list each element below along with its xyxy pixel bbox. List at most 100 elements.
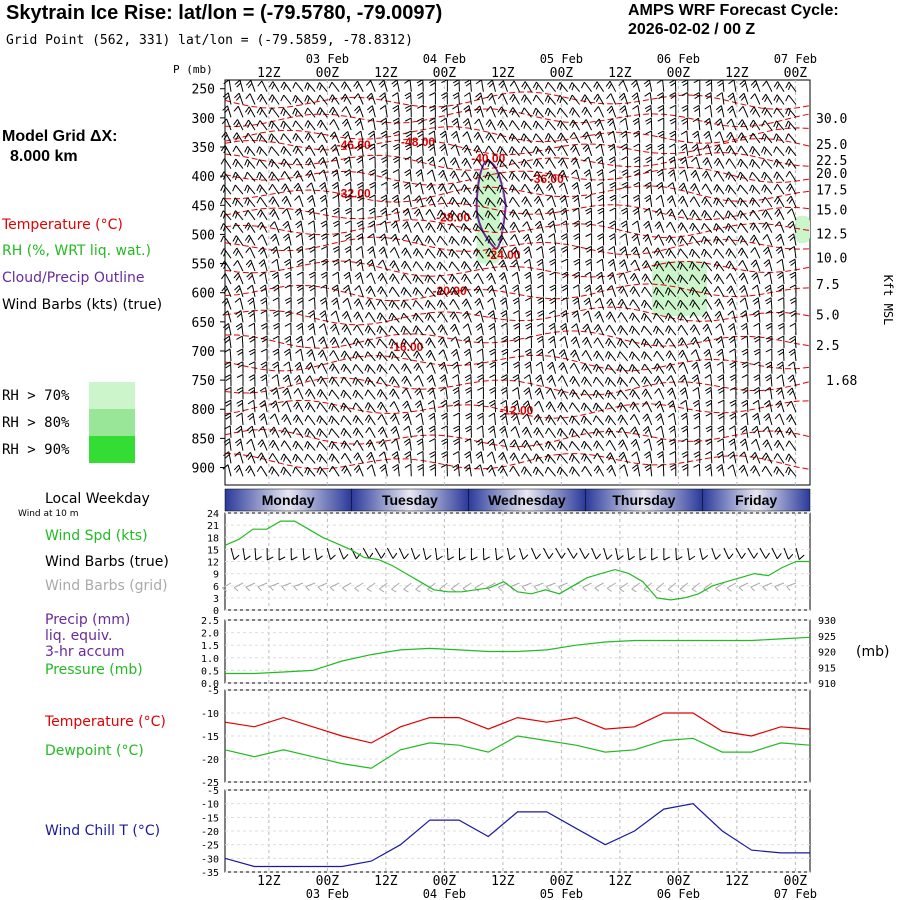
weekday-title: Local Weekday <box>45 491 150 507</box>
precip-tick-label: 0.5 <box>201 666 219 677</box>
wind-barb <box>223 451 232 464</box>
wind-barb <box>316 119 328 131</box>
wind-barb <box>390 425 400 438</box>
wind-barb <box>367 117 376 131</box>
pressure-unit: (mb) <box>856 644 890 660</box>
top-hour-label: 12Z <box>491 66 515 81</box>
wind-barb <box>365 427 376 439</box>
wind-barb <box>234 438 244 451</box>
temperature-contour <box>224 428 811 448</box>
wind-barb <box>330 323 340 336</box>
pressure-tick-label: 750 <box>192 374 215 389</box>
wind-barb <box>280 453 292 464</box>
wind-barb <box>341 337 352 349</box>
wind-barb <box>320 258 328 272</box>
wind-barb <box>268 171 280 182</box>
wind-barb <box>340 376 352 387</box>
wind-barb <box>388 351 400 362</box>
wind-barb <box>344 169 352 182</box>
wind-barb <box>319 310 328 323</box>
wind-barb <box>403 194 412 208</box>
wind-barb <box>245 451 256 464</box>
wind-barb <box>232 184 244 195</box>
wind-barb <box>233 464 244 477</box>
pressure-tick-label: 450 <box>192 199 215 214</box>
wind-barb <box>368 143 376 156</box>
wind-barb <box>224 361 232 374</box>
wind-barb <box>280 171 292 182</box>
wind-barb <box>256 159 268 169</box>
wind-barb <box>352 427 364 439</box>
wind-barb <box>292 82 304 93</box>
wind-barb <box>377 286 388 298</box>
wind-barb <box>292 440 304 451</box>
wind-barb <box>284 309 292 323</box>
precip-tick-label: 1.5 <box>201 641 219 652</box>
pressure-tick-label: 930 <box>818 616 836 627</box>
forecast-cycle-label: AMPS WRF Forecast Cycle: <box>628 2 839 19</box>
wind-barb <box>331 297 340 310</box>
legend-wind: Wind Barbs (kts) (true) <box>2 297 163 313</box>
wind-barb <box>280 133 292 144</box>
wind-barb <box>233 119 244 131</box>
wind-barb <box>328 440 340 451</box>
legend-rh90: RH > 90% <box>2 442 70 458</box>
temperature-tick-label: -20 <box>201 755 219 766</box>
height-tick-label: 20.0 <box>816 167 847 182</box>
wind-barb <box>305 388 316 400</box>
wind-barb <box>343 143 352 156</box>
wind-barb <box>356 233 364 246</box>
wind-barb <box>283 361 292 374</box>
wind-barb <box>268 196 280 208</box>
wind-barb <box>244 146 256 157</box>
wind-barb <box>280 158 292 169</box>
wind-barb <box>306 349 316 362</box>
wind-barb <box>340 440 352 451</box>
model-grid-value: 8.000 km <box>10 148 78 165</box>
wind-barb <box>355 130 364 143</box>
wind-barb <box>272 322 280 336</box>
wind-barb <box>379 233 388 246</box>
wind-barb <box>260 361 268 374</box>
wind-barb <box>367 233 376 246</box>
wind-barb <box>354 285 364 297</box>
wind-speed-tick-label: 9 <box>213 570 219 581</box>
wind-barb <box>364 364 376 375</box>
pressure-tick-label: 650 <box>192 316 215 331</box>
wind-barb <box>356 207 364 220</box>
legend-liq-equiv: liq. equiv. <box>45 628 113 644</box>
wind-barb <box>331 284 340 297</box>
wind-barb <box>353 80 364 92</box>
wind-barb <box>247 399 256 413</box>
wind-barb <box>328 106 340 118</box>
wind-barb <box>268 453 280 464</box>
wind-barb <box>292 158 304 169</box>
wind-barb <box>365 285 376 298</box>
wind-chill-tick-label: -15 <box>201 813 219 824</box>
wind-barb <box>245 247 256 259</box>
rh80-swatch <box>89 409 135 436</box>
wind-barb <box>268 158 280 169</box>
wind-barb <box>332 220 340 233</box>
wind-barb <box>340 350 352 362</box>
wind-barb <box>353 439 364 451</box>
wind-barb <box>352 337 364 349</box>
wind-barb <box>316 466 328 477</box>
wind-barb <box>379 464 388 477</box>
wind-barb <box>236 399 244 413</box>
wind-barb <box>284 322 292 336</box>
wind-barb <box>220 145 232 157</box>
wind-barb <box>307 322 316 336</box>
wind-barb <box>292 466 304 477</box>
wind-barb <box>232 158 244 169</box>
wind-barb <box>341 324 352 336</box>
height-tick-label: 10.0 <box>816 252 847 267</box>
wind-barb <box>236 348 244 361</box>
precip-tick-label: 2.0 <box>201 629 219 640</box>
wind-barb <box>292 107 304 118</box>
wind-barb <box>256 107 268 118</box>
bottom-hour-label: 12Z <box>491 874 515 889</box>
top-date-label: 06 Feb <box>657 52 700 66</box>
wind-barb <box>403 181 412 195</box>
wind-barb <box>404 79 412 92</box>
